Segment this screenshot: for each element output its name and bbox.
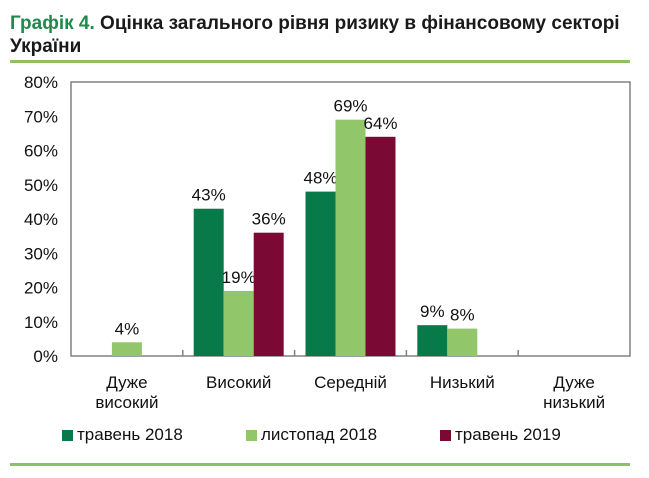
legend-swatch: [246, 429, 257, 441]
y-tick-label: 0%: [33, 347, 58, 366]
legend-label: травень 2018: [77, 425, 183, 444]
data-label: 69%: [333, 97, 367, 116]
data-label: 19%: [222, 268, 256, 287]
y-tick-label: 20%: [24, 279, 58, 298]
bar: [417, 325, 448, 356]
y-tick-label: 70%: [24, 107, 58, 126]
x-category-label: Низький: [430, 373, 495, 392]
legend-label: травень 2019: [455, 425, 561, 444]
y-tick-label: 50%: [24, 176, 58, 195]
data-label: 64%: [363, 114, 397, 133]
x-category-label: Високий: [206, 373, 271, 392]
data-label: 43%: [192, 186, 226, 205]
bar: [335, 119, 366, 356]
y-tick-label: 60%: [24, 142, 58, 161]
y-tick-label: 80%: [24, 73, 58, 92]
legend-swatch: [440, 429, 451, 441]
y-tick-label: 40%: [24, 210, 58, 229]
legend-swatch: [62, 429, 73, 441]
data-label: 36%: [252, 210, 286, 229]
bar: [111, 342, 142, 356]
bar: [193, 208, 224, 356]
data-label: 8%: [450, 306, 475, 325]
bar: [365, 136, 396, 356]
bar: [253, 232, 284, 356]
title-lead: Графік 4.: [10, 13, 95, 34]
data-label: 4%: [115, 319, 140, 338]
legend-item-2: травень 2019: [440, 425, 561, 445]
data-label: 9%: [420, 302, 445, 321]
legend-item-0: травень 2018: [62, 425, 183, 445]
legend-label: листопад 2018: [261, 425, 378, 444]
x-category-label: Дуже: [553, 373, 594, 392]
y-tick-label: 10%: [24, 313, 58, 332]
x-category-label: Середній: [314, 373, 387, 392]
top-rule: [10, 60, 630, 63]
bottom-rule: [10, 463, 630, 466]
title-text: Оцінка загального рівня ризику в фінансо…: [10, 13, 620, 57]
bar: [305, 191, 336, 356]
y-tick-label: 30%: [24, 244, 58, 263]
bar: [447, 328, 478, 356]
x-category-label: високий: [95, 393, 158, 412]
x-category-label: Дуже: [106, 373, 147, 392]
x-category-label: низький: [543, 393, 605, 412]
legend-item-1: листопад 2018: [246, 425, 377, 445]
bar: [223, 290, 254, 356]
data-label: 48%: [303, 169, 337, 188]
chart-title: Графік 4. Оцінка загального рівня ризику…: [10, 12, 630, 58]
